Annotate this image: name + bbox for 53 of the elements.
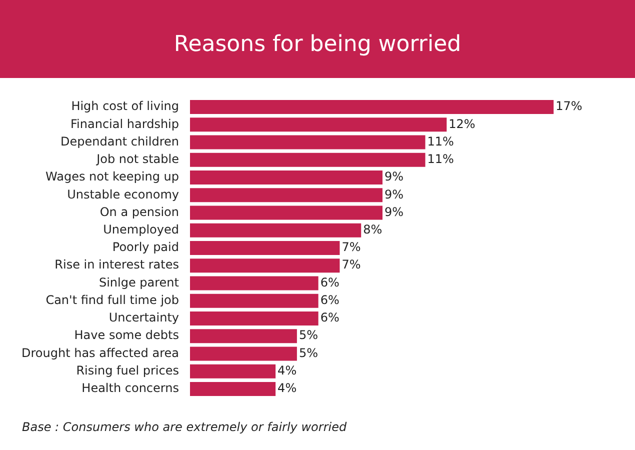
y-tick-label: Rise in interest rates — [54, 258, 179, 272]
data-label: 9% — [384, 170, 404, 184]
bar — [190, 223, 362, 238]
bar — [190, 152, 426, 167]
data-label: 12% — [448, 116, 476, 131]
data-label: 9% — [384, 204, 404, 219]
bar — [190, 100, 554, 114]
bar — [190, 240, 340, 256]
data-label: 6% — [320, 310, 340, 325]
y-tick-label: Dependant children — [60, 134, 179, 148]
data-label: 5% — [298, 346, 318, 360]
y-tick-label: Poorly paid — [112, 240, 179, 254]
text: Base : Consumers who are extremely or fairly worried — [22, 420, 347, 434]
data-label: 11% — [427, 152, 454, 166]
bar — [190, 346, 297, 361]
data-label: 11% — [427, 134, 454, 148]
bar — [190, 135, 426, 150]
y-tick-label: Financial hardship — [70, 116, 179, 131]
y-tick-label: Drought has affected area — [21, 346, 179, 360]
data-label: 9% — [384, 187, 404, 202]
y-tick-label: Job not stable — [96, 152, 179, 166]
bar — [190, 170, 382, 185]
y-tick-label: Unstable economy — [67, 187, 179, 202]
data-label: 7% — [342, 258, 361, 272]
data-label: 6% — [320, 292, 340, 307]
y-tick-label: Can't find full time job — [46, 292, 179, 307]
data-label: 4% — [278, 381, 297, 396]
bar — [190, 294, 318, 308]
bar — [190, 364, 276, 378]
data-label: 5% — [298, 328, 318, 342]
y-tick-label: High cost of living — [71, 99, 179, 114]
bar — [190, 118, 447, 132]
data-label: 8% — [363, 222, 382, 236]
bar — [190, 382, 276, 396]
y-tick-label: Have some debts — [74, 328, 179, 342]
y-tick-label: Rising fuel prices — [76, 363, 179, 378]
y-tick-label: Health concerns — [82, 381, 179, 396]
data-label: 17% — [556, 99, 582, 114]
y-tick-label: On a pension — [100, 204, 179, 219]
data-label: 7% — [342, 240, 361, 254]
y-tick-label: Wages not keeping up — [46, 170, 179, 184]
y-tick-label: Uncertainty — [108, 310, 179, 325]
data-label: 6% — [320, 275, 340, 290]
bar — [190, 188, 382, 202]
bar — [190, 206, 382, 220]
bar — [190, 329, 297, 344]
chart-title: Reasons for being worried — [0, 0, 635, 78]
y-tick-label: Sinlge parent — [98, 275, 180, 290]
data-label: 4% — [278, 363, 297, 378]
bar — [190, 276, 318, 290]
bar — [190, 311, 318, 326]
y-tick-label: Unemployed — [103, 222, 179, 236]
bar — [190, 258, 340, 273]
